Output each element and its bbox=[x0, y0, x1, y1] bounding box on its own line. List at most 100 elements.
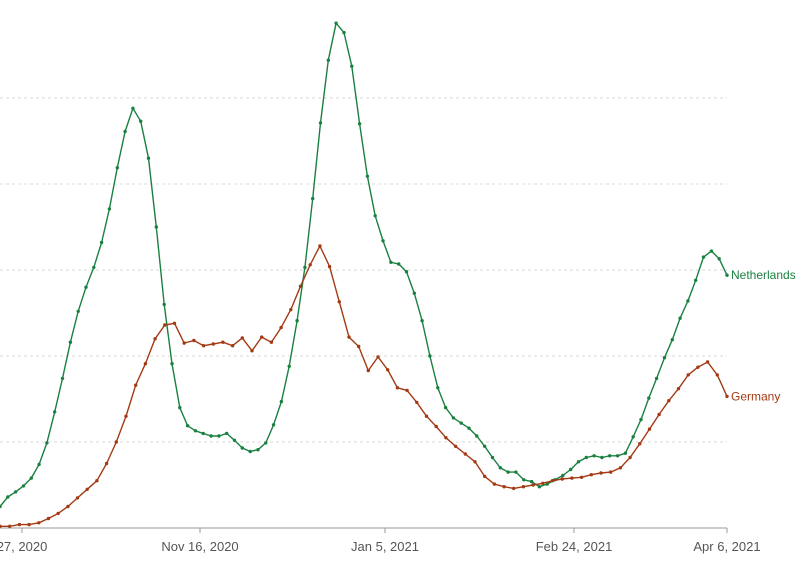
data-point[interactable] bbox=[631, 435, 635, 439]
data-point[interactable] bbox=[386, 368, 390, 372]
data-point[interactable] bbox=[357, 344, 361, 349]
data-point[interactable] bbox=[639, 417, 643, 422]
data-point[interactable] bbox=[123, 129, 127, 134]
data-point[interactable] bbox=[201, 431, 205, 436]
data-point[interactable] bbox=[308, 263, 312, 267]
data-point[interactable] bbox=[29, 476, 33, 480]
data-point[interactable] bbox=[45, 441, 49, 445]
data-point[interactable] bbox=[107, 207, 112, 211]
data-point[interactable] bbox=[459, 421, 463, 425]
data-point[interactable] bbox=[717, 257, 721, 261]
data-point[interactable] bbox=[618, 466, 623, 470]
data-point[interactable] bbox=[686, 373, 690, 377]
data-point[interactable] bbox=[248, 449, 252, 454]
data-point[interactable] bbox=[483, 444, 487, 448]
data-point[interactable] bbox=[84, 285, 88, 289]
data-point[interactable] bbox=[570, 476, 574, 480]
data-point[interactable] bbox=[327, 264, 332, 269]
data-point[interactable] bbox=[492, 482, 497, 486]
data-point[interactable] bbox=[311, 196, 315, 201]
data-point[interactable] bbox=[60, 376, 65, 381]
data-point[interactable] bbox=[365, 174, 370, 178]
data-point[interactable] bbox=[381, 239, 385, 243]
data-point[interactable] bbox=[68, 340, 73, 344]
data-point[interactable] bbox=[709, 249, 714, 253]
data-point[interactable] bbox=[628, 455, 632, 460]
data-point[interactable] bbox=[240, 336, 244, 340]
data-point[interactable] bbox=[260, 335, 264, 339]
data-point[interactable] bbox=[342, 30, 346, 35]
data-point[interactable] bbox=[667, 399, 671, 403]
data-point[interactable] bbox=[615, 454, 620, 458]
data-point[interactable] bbox=[185, 424, 190, 428]
data-point[interactable] bbox=[694, 278, 698, 282]
data-point[interactable] bbox=[662, 356, 667, 360]
data-point[interactable] bbox=[95, 479, 99, 483]
data-point[interactable] bbox=[192, 338, 196, 343]
data-point[interactable] bbox=[366, 368, 370, 373]
data-point[interactable] bbox=[608, 454, 612, 458]
data-point[interactable] bbox=[250, 349, 254, 353]
data-point[interactable] bbox=[623, 451, 628, 455]
data-point[interactable] bbox=[27, 522, 31, 527]
data-point[interactable] bbox=[696, 365, 700, 369]
data-point[interactable] bbox=[350, 64, 354, 68]
data-point[interactable] bbox=[725, 394, 729, 399]
data-point[interactable] bbox=[279, 325, 283, 330]
data-point[interactable] bbox=[182, 341, 186, 345]
data-point[interactable] bbox=[376, 355, 380, 359]
data-point[interactable] bbox=[139, 119, 143, 123]
data-point[interactable] bbox=[287, 364, 291, 368]
data-point[interactable] bbox=[397, 262, 401, 266]
data-point[interactable] bbox=[232, 438, 237, 442]
data-point[interactable] bbox=[347, 335, 351, 339]
data-point[interactable] bbox=[521, 485, 526, 489]
data-point[interactable] bbox=[13, 490, 18, 494]
data-point[interactable] bbox=[676, 387, 681, 391]
data-point[interactable] bbox=[415, 400, 419, 405]
data-point[interactable] bbox=[412, 291, 416, 295]
data-point[interactable] bbox=[326, 58, 330, 62]
data-point[interactable] bbox=[53, 410, 57, 414]
data-point[interactable] bbox=[373, 214, 377, 218]
data-point[interactable] bbox=[725, 273, 729, 277]
data-point[interactable] bbox=[221, 340, 225, 344]
data-point[interactable] bbox=[209, 434, 213, 438]
data-point[interactable] bbox=[0, 524, 2, 528]
data-point[interactable] bbox=[589, 473, 593, 477]
data-point[interactable] bbox=[104, 461, 109, 466]
data-point[interactable] bbox=[217, 434, 221, 438]
data-point[interactable] bbox=[638, 442, 642, 446]
data-point[interactable] bbox=[424, 414, 429, 418]
data-point[interactable] bbox=[162, 302, 166, 307]
data-point[interactable] bbox=[131, 106, 135, 111]
data-point[interactable] bbox=[561, 473, 565, 478]
data-point[interactable] bbox=[537, 485, 542, 489]
data-point[interactable] bbox=[99, 240, 104, 245]
data-point[interactable] bbox=[600, 455, 604, 460]
data-point[interactable] bbox=[85, 487, 89, 491]
data-point[interactable] bbox=[114, 440, 119, 444]
data-point[interactable] bbox=[404, 270, 409, 274]
data-point[interactable] bbox=[143, 362, 148, 366]
data-point[interactable] bbox=[579, 475, 584, 479]
data-point[interactable] bbox=[289, 307, 293, 312]
data-point[interactable] bbox=[334, 21, 338, 25]
data-point[interactable] bbox=[467, 426, 471, 430]
data-point[interactable] bbox=[240, 446, 244, 450]
data-point[interactable] bbox=[134, 383, 138, 387]
data-point[interactable] bbox=[569, 467, 573, 472]
data-point[interactable] bbox=[75, 496, 80, 500]
data-point[interactable] bbox=[531, 483, 535, 487]
data-point[interactable] bbox=[592, 454, 596, 458]
data-point[interactable] bbox=[37, 462, 41, 467]
data-point[interactable] bbox=[193, 429, 198, 433]
data-point[interactable] bbox=[115, 166, 120, 170]
data-point[interactable] bbox=[357, 122, 362, 126]
data-point[interactable] bbox=[701, 255, 706, 259]
data-point[interactable] bbox=[303, 265, 307, 270]
data-point[interactable] bbox=[451, 416, 456, 420]
data-point[interactable] bbox=[657, 412, 661, 417]
data-point[interactable] bbox=[230, 344, 235, 348]
data-point[interactable] bbox=[0, 504, 2, 509]
